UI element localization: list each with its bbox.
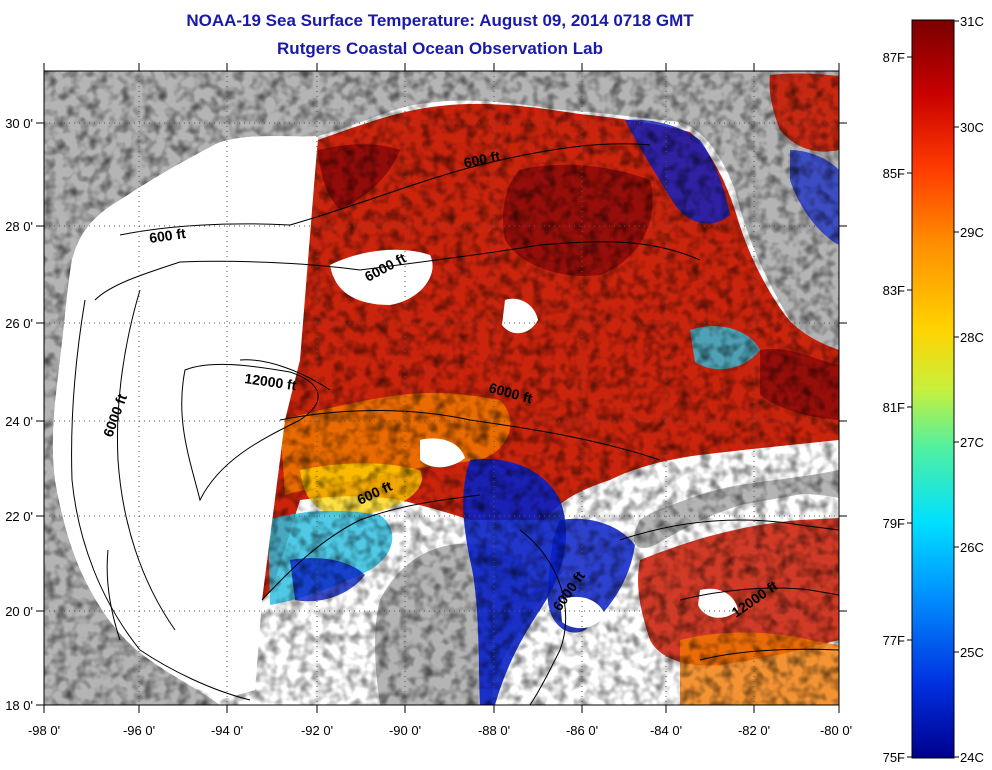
contour-label: 600 ft bbox=[462, 148, 501, 171]
x-tick-label: -96 0' bbox=[123, 723, 155, 738]
y-tick-label: 18 0' bbox=[5, 698, 33, 713]
x-tick-label: -82 0' bbox=[738, 723, 770, 738]
x-tick-label: -86 0' bbox=[566, 723, 598, 738]
bathymetry-contours bbox=[71, 143, 839, 705]
colorbar-celsius-label: 30C bbox=[960, 120, 984, 135]
x-tick-label: -90 0' bbox=[389, 723, 421, 738]
y-tick-label: 28 0' bbox=[5, 219, 33, 234]
colorbar-celsius-label: 24C bbox=[960, 750, 984, 765]
contour-label: 600 ft bbox=[148, 225, 187, 246]
colorbar-fahrenheit-label: 87F bbox=[883, 50, 905, 65]
colorbar: 31C 30C 29C 28C 27C 26C 25C 24C 87F 85F … bbox=[883, 14, 984, 765]
colorbar-fahrenheit-label: 85F bbox=[883, 166, 905, 181]
x-tick-label: -84 0' bbox=[650, 723, 682, 738]
colorbar-celsius-label: 29C bbox=[960, 225, 984, 240]
x-axis: -98 0' -96 0' -94 0' -92 0' -90 0' -88 0… bbox=[28, 723, 852, 738]
colorbar-fahrenheit-label: 79F bbox=[883, 516, 905, 531]
x-tick-label: -94 0' bbox=[211, 723, 243, 738]
colorbar-gradient bbox=[911, 19, 955, 759]
colorbar-celsius-label: 27C bbox=[960, 435, 984, 450]
y-tick-label: 20 0' bbox=[5, 604, 33, 619]
x-tick-label: -98 0' bbox=[28, 723, 60, 738]
colorbar-celsius-label: 28C bbox=[960, 330, 984, 345]
colorbar-fahrenheit-label: 77F bbox=[883, 633, 905, 648]
y-tick-label: 24 0' bbox=[5, 414, 33, 429]
y-axis: 30 0' 28 0' 26 0' 24 0' 22 0' 20 0' 18 0… bbox=[5, 116, 33, 713]
graticule bbox=[44, 71, 839, 705]
colorbar-celsius-label: 25C bbox=[960, 645, 984, 660]
x-tick-label: -92 0' bbox=[301, 723, 333, 738]
y-tick-label: 30 0' bbox=[5, 116, 33, 131]
tick-marks bbox=[36, 63, 847, 713]
colorbar-fahrenheit-label: 81F bbox=[883, 400, 905, 415]
map-frame bbox=[43, 70, 840, 706]
colorbar-fahrenheit-label: 75F bbox=[883, 750, 905, 765]
western-gulf-nodata bbox=[52, 136, 319, 700]
x-tick-label: -88 0' bbox=[478, 723, 510, 738]
x-tick-label: -80 0' bbox=[820, 723, 852, 738]
colorbar-celsius-label: 26C bbox=[960, 540, 984, 555]
contour-label: 12000 ft bbox=[244, 370, 298, 393]
map-title: NOAA-19 Sea Surface Temperature: August … bbox=[186, 11, 694, 30]
colorbar-fahrenheit-label: 83F bbox=[883, 283, 905, 298]
colorbar-celsius-label: 31C bbox=[960, 14, 984, 29]
map-subtitle: Rutgers Coastal Ocean Observation Lab bbox=[277, 39, 603, 58]
y-tick-label: 22 0' bbox=[5, 509, 33, 524]
y-tick-label: 26 0' bbox=[5, 316, 33, 331]
